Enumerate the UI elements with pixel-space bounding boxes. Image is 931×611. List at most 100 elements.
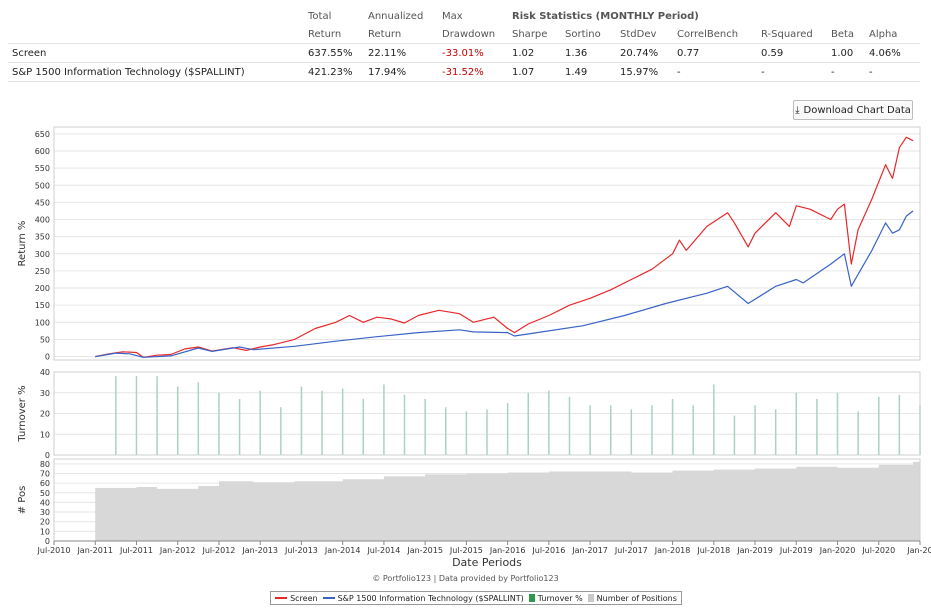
turnover-bar (341, 388, 344, 455)
turnover-bar (795, 392, 798, 455)
legend-item-screen[interactable]: Screen (275, 594, 318, 603)
turnover-bar (238, 398, 241, 455)
x-tick-label: Jan-2019 (736, 546, 773, 555)
rsquared: 0.59 (757, 43, 827, 63)
y-tick-label: 30 (40, 508, 50, 517)
y-tick-label: 80 (40, 460, 50, 469)
y-tick-label: 650 (35, 130, 50, 139)
annualized-return: 17.94% (364, 62, 438, 82)
header-row-top: Total Annualized Max Risk Statistics (MO… (8, 8, 920, 25)
download-icon: ⤓ (795, 104, 800, 116)
turnover-bar (568, 396, 571, 455)
col-drawdown: Drawdown (442, 28, 496, 40)
col-total: Return (308, 28, 342, 40)
y-tick-label: 50 (40, 489, 50, 498)
x-tick-label: Jul-2013 (284, 546, 318, 555)
x-tick-label: Jan-2013 (241, 546, 278, 555)
download-chart-data-button[interactable]: ⤓ Download Chart Data (793, 100, 913, 120)
turnover-bar (156, 376, 158, 455)
total-return: 421.23% (304, 62, 364, 82)
col-drawdown-top: Max (442, 11, 463, 22)
y-axis-title: Return % (17, 221, 28, 267)
y-tick-label: 0 (45, 451, 50, 460)
turnover-bar (486, 409, 488, 455)
legend-item-benchmark[interactable]: S&P 1500 Information Technology ($SPALLI… (322, 594, 524, 603)
x-tick-label: Jan-2020 (819, 546, 856, 555)
turnover-bar (898, 394, 901, 455)
legend-swatch (275, 597, 288, 599)
correlbench: - (673, 62, 757, 82)
alpha: 4.06% (865, 43, 920, 63)
y-tick-label: 350 (35, 233, 50, 242)
chart-legend: Screen S&P 1500 Information Technology (… (270, 591, 682, 605)
y-tick-label: 0 (45, 537, 50, 546)
y-tick-label: 40 (40, 498, 50, 507)
turnover-bar (403, 394, 406, 455)
col-alpha: Alpha (869, 28, 898, 40)
turnover-bar (259, 390, 261, 455)
turnover-bar (424, 398, 426, 455)
turnover-bar (816, 398, 818, 455)
turnover-bar (527, 392, 529, 455)
chart-credit: © Portfolio123 | Data provided by Portfo… (372, 574, 559, 583)
turnover-bar (280, 407, 282, 455)
panel-frame (53, 371, 921, 456)
y-tick-label: 400 (35, 216, 50, 225)
x-tick-label: Jan-20 (906, 546, 931, 555)
x-tick-label: Jul-2014 (366, 546, 400, 555)
risk-statistics-table: Total Annualized Max Risk Statistics (MO… (8, 8, 920, 82)
col-annualized-top: Annualized (368, 11, 424, 22)
turnover-bar (362, 398, 365, 455)
y-tick-label: 300 (35, 250, 50, 259)
turnover-bar (651, 405, 653, 455)
max-drawdown: -33.01% (438, 43, 508, 63)
y-tick-label: 50 (40, 335, 50, 344)
x-tick-label: Jul-2018 (696, 546, 730, 555)
x-tick-label: Jul-2012 (201, 546, 235, 555)
y-tick-label: 150 (35, 301, 50, 310)
x-tick-label: Jan-2016 (489, 546, 526, 555)
turnover-bar (609, 405, 612, 455)
x-tick-label: Jul-2015 (449, 546, 483, 555)
y-tick-label: 500 (35, 181, 50, 190)
y-axis-title: Turnover % (17, 385, 28, 442)
y-tick-label: 20 (40, 518, 50, 527)
turnover-bar (878, 396, 880, 455)
x-tick-label: Jan-2018 (654, 546, 691, 555)
y-tick-label: 10 (40, 430, 50, 439)
col-annualized: Return (368, 28, 402, 40)
y-tick-label: 20 (40, 410, 50, 419)
screen-series-line (95, 136, 914, 358)
turnover-bar (630, 409, 633, 455)
turnover-bar (383, 384, 385, 455)
x-tick-label: Jan-2017 (571, 546, 608, 555)
x-tick-label: Jan-2012 (159, 546, 196, 555)
legend-item-turnover[interactable]: Turnover % (528, 593, 583, 603)
col-total-top: Total (308, 11, 332, 22)
legend-swatch (322, 597, 335, 599)
turnover-bar (465, 411, 468, 455)
x-tick-label: Jul-2017 (614, 546, 648, 555)
x-tick-label: Jan-2011 (76, 546, 113, 555)
positions-area (95, 460, 920, 541)
turnover-bar (733, 415, 736, 455)
turnover-bar (692, 405, 694, 455)
legend-item-positions[interactable]: Number of Positions (587, 594, 677, 603)
y-tick-label: 250 (35, 267, 50, 276)
y-tick-label: 30 (40, 389, 50, 398)
legend-label: Turnover % (537, 593, 583, 603)
sortino: 1.36 (561, 43, 616, 63)
col-correlbench: CorrelBench (677, 28, 739, 40)
y-axis-title: # Pos (17, 486, 28, 515)
row-name: Screen (8, 43, 304, 63)
max-drawdown: -31.52% (438, 62, 508, 82)
beta: 1.00 (827, 43, 865, 63)
y-tick-label: 550 (35, 164, 50, 173)
alpha: - (865, 62, 920, 82)
correlbench: 0.77 (673, 43, 757, 63)
turnover-bar (176, 386, 179, 455)
turnover-bar (671, 398, 674, 455)
legend-swatch (587, 594, 594, 602)
benchmark-series-line (95, 210, 914, 358)
beta: - (827, 62, 865, 82)
